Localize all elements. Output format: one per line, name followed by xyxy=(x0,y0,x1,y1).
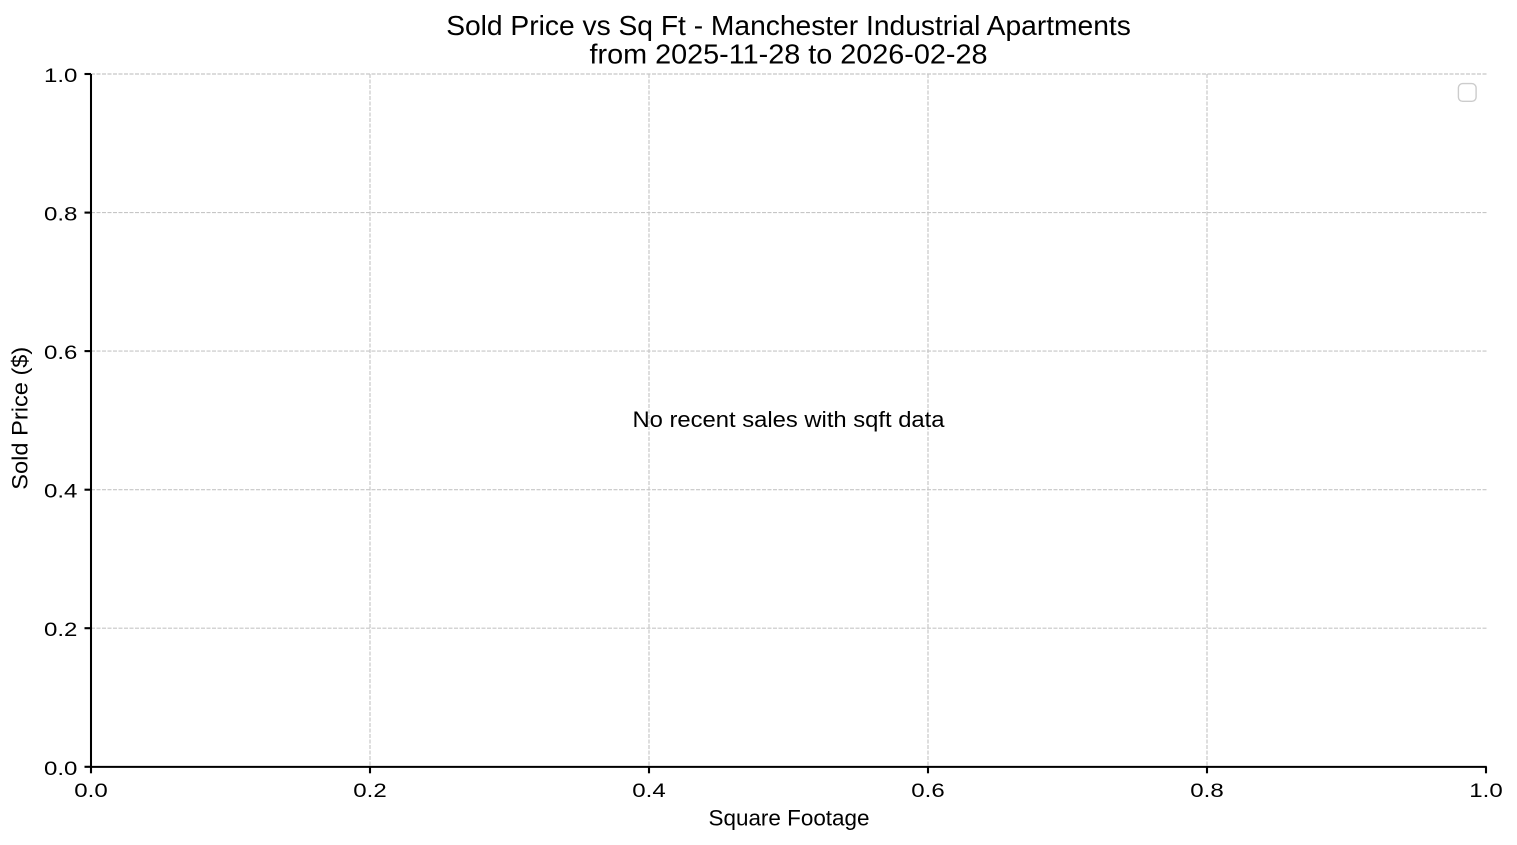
svg-text:from 2025-11-28 to 2026-02-28: from 2025-11-28 to 2026-02-28 xyxy=(590,38,988,70)
svg-text:0.8: 0.8 xyxy=(44,204,77,226)
svg-text:0.2: 0.2 xyxy=(353,780,386,802)
svg-text:0.8: 0.8 xyxy=(1190,780,1223,802)
svg-text:0.2: 0.2 xyxy=(44,619,77,641)
svg-text:Square Footage: Square Footage xyxy=(709,806,870,831)
svg-text:Sold Price vs Sq Ft - Manchest: Sold Price vs Sq Ft - Manchester Industr… xyxy=(446,9,1131,41)
svg-text:Sold Price ($): Sold Price ($) xyxy=(8,347,33,490)
svg-text:0.4: 0.4 xyxy=(632,780,665,802)
svg-text:0.4: 0.4 xyxy=(44,481,77,503)
svg-text:0.6: 0.6 xyxy=(44,342,77,364)
svg-text:0.0: 0.0 xyxy=(74,780,107,802)
svg-text:0.6: 0.6 xyxy=(911,780,944,802)
svg-text:1.0: 1.0 xyxy=(44,65,77,87)
svg-text:No recent sales with sqft data: No recent sales with sqft data xyxy=(633,407,946,432)
svg-text:1.0: 1.0 xyxy=(1469,780,1502,802)
svg-text:0.0: 0.0 xyxy=(44,758,77,780)
